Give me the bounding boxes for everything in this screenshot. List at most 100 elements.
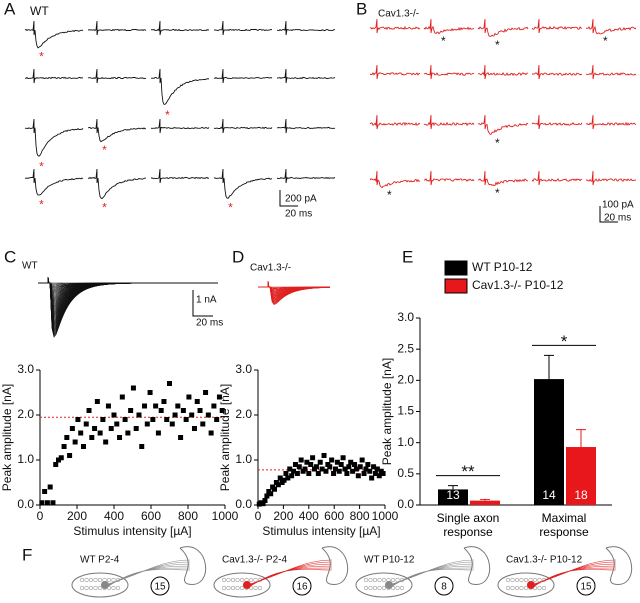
cell — [79, 585, 85, 591]
point — [208, 430, 214, 436]
x-tick-label: Maximal response — [539, 511, 589, 539]
cell — [381, 577, 387, 583]
count-circle — [434, 576, 454, 596]
axon — [107, 569, 191, 587]
point — [139, 444, 145, 449]
legend-label: WT P10-12 — [472, 260, 533, 274]
cell — [532, 577, 538, 583]
cell — [537, 577, 542, 583]
point — [50, 500, 56, 506]
point — [329, 457, 335, 463]
cell — [226, 585, 231, 591]
event-marker: * — [387, 188, 392, 202]
x-tick-label: 1000 — [372, 509, 399, 523]
trace — [213, 168, 273, 199]
target — [605, 546, 633, 585]
cell — [510, 585, 515, 591]
cell — [230, 577, 236, 583]
point — [158, 408, 164, 413]
legend-swatch — [444, 278, 468, 294]
point — [219, 408, 225, 413]
cell — [372, 577, 378, 583]
trace — [87, 118, 147, 143]
n-label: 18 — [574, 488, 588, 502]
target — [463, 546, 491, 585]
cell — [541, 585, 547, 591]
cell — [514, 585, 520, 591]
trace — [585, 18, 637, 35]
y-tick-label: 2.0 — [235, 407, 252, 421]
trace — [477, 18, 529, 37]
scale-label: 1 nA — [196, 295, 217, 306]
cell — [253, 585, 258, 591]
cochlea — [355, 572, 413, 598]
trace — [150, 68, 210, 105]
point — [183, 417, 189, 422]
panel-label: F — [22, 545, 32, 564]
significance: * — [561, 332, 568, 351]
point — [39, 500, 45, 506]
point — [64, 435, 70, 440]
point — [147, 390, 153, 395]
cell — [239, 585, 245, 591]
cell — [88, 577, 94, 583]
point — [155, 430, 161, 436]
count: 8 — [441, 582, 447, 593]
point — [189, 412, 195, 418]
point — [117, 435, 123, 440]
genotype-label: Cav1.3-/- — [378, 9, 419, 20]
point — [191, 426, 197, 431]
event-marker: * — [102, 143, 107, 157]
cell — [111, 577, 116, 583]
point — [47, 484, 53, 490]
point — [186, 394, 192, 400]
group-label: WT P10-12 — [364, 555, 415, 566]
point — [281, 477, 287, 483]
trace — [276, 168, 336, 184]
trace — [258, 280, 330, 305]
point — [44, 500, 50, 506]
cell — [115, 585, 121, 591]
y-tick-label: 3.0 — [235, 362, 252, 376]
point — [313, 464, 319, 470]
count-circle — [292, 576, 312, 596]
cell-cluster — [101, 581, 109, 589]
point — [211, 403, 217, 409]
point — [97, 430, 103, 436]
point — [111, 412, 117, 418]
cell — [377, 585, 382, 591]
point — [275, 482, 281, 488]
cell — [226, 577, 231, 583]
event-marker: * — [441, 34, 446, 48]
point — [260, 501, 266, 507]
genotype-label: WT — [30, 4, 49, 18]
x-tick-label: 200 — [273, 509, 293, 523]
trace — [477, 170, 529, 186]
point — [61, 444, 67, 449]
cell — [221, 585, 227, 591]
trace — [477, 114, 529, 135]
point — [178, 435, 184, 440]
cell — [390, 577, 396, 583]
legend-label: Cav1.3-/- P10-12 — [472, 278, 564, 292]
point — [353, 466, 359, 472]
x-tick-label: 800 — [350, 509, 370, 523]
point — [310, 455, 316, 461]
event-marker: * — [495, 38, 500, 52]
point — [344, 471, 350, 476]
target — [179, 546, 207, 585]
trace — [213, 68, 273, 84]
point — [374, 466, 380, 472]
x-tick-label: 200 — [67, 509, 87, 523]
trace — [214, 20, 273, 36]
trace — [276, 118, 336, 134]
point — [167, 381, 172, 386]
y-tick-label: 0.0 — [235, 497, 252, 511]
point — [355, 473, 361, 479]
cell — [523, 577, 529, 583]
cell — [230, 585, 236, 591]
point — [327, 464, 333, 470]
scale-label: 20 ms — [196, 318, 223, 329]
cell — [505, 577, 511, 583]
